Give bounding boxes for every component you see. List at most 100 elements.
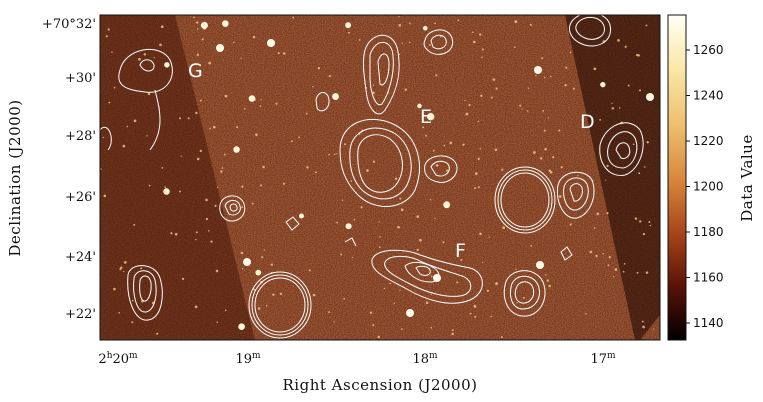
star <box>199 149 202 153</box>
star <box>539 157 543 160</box>
star <box>241 185 244 188</box>
star <box>308 269 311 272</box>
star <box>432 149 435 152</box>
star <box>624 45 627 48</box>
star <box>216 186 219 188</box>
star <box>548 284 551 288</box>
star <box>595 254 598 258</box>
source-label-d: D <box>580 111 595 133</box>
star <box>343 143 346 146</box>
star <box>642 233 646 236</box>
star <box>502 226 506 230</box>
star <box>298 213 304 219</box>
star <box>394 177 398 180</box>
star <box>622 270 625 273</box>
star <box>255 269 262 276</box>
bright-star <box>433 274 441 282</box>
star <box>260 99 262 101</box>
left-dark-region <box>100 15 255 340</box>
star <box>430 293 432 296</box>
star <box>314 171 317 174</box>
bright-star <box>406 309 414 317</box>
star <box>644 166 646 168</box>
star <box>638 89 642 92</box>
star <box>334 153 336 156</box>
star <box>530 244 533 247</box>
star <box>471 31 474 34</box>
star <box>398 23 402 27</box>
star <box>118 311 120 314</box>
star <box>100 168 102 170</box>
bright-star <box>536 261 544 269</box>
star <box>103 194 107 198</box>
star <box>585 313 587 315</box>
radio-contours <box>100 15 644 339</box>
star <box>209 127 211 130</box>
star <box>593 227 596 229</box>
star <box>240 57 242 59</box>
y-axis: +70°32' +30' +28' +26' +24' +22' Declina… <box>6 17 96 322</box>
star <box>558 195 562 198</box>
star <box>366 169 369 172</box>
star <box>614 268 618 271</box>
star <box>611 102 613 104</box>
star <box>572 87 575 90</box>
star <box>443 144 446 147</box>
star <box>549 75 552 78</box>
star <box>648 220 651 223</box>
star <box>486 289 490 292</box>
star <box>501 168 504 171</box>
star <box>164 62 170 68</box>
star <box>361 129 363 131</box>
star <box>430 326 433 329</box>
x-tick-label: 17m <box>590 351 616 367</box>
star <box>430 199 432 201</box>
star <box>187 117 190 120</box>
star <box>440 35 442 38</box>
star <box>435 74 438 77</box>
star <box>560 166 563 169</box>
star <box>519 104 522 107</box>
star <box>617 39 620 42</box>
star <box>195 111 198 115</box>
star <box>240 251 244 255</box>
star <box>111 51 113 53</box>
star <box>543 129 546 132</box>
star <box>606 164 609 168</box>
star <box>205 217 209 221</box>
star <box>627 84 630 87</box>
colorbar-ticks: 1260 1240 1220 1200 1180 1160 1140 <box>686 43 724 330</box>
star <box>602 253 604 255</box>
x-tick-label: 2h20m <box>98 351 138 367</box>
star <box>270 263 274 266</box>
star <box>442 241 445 244</box>
star <box>473 40 476 44</box>
star <box>383 287 386 290</box>
star <box>641 320 644 323</box>
star <box>345 22 352 29</box>
y-tick-label: +28' <box>65 129 96 144</box>
colorbar-tick-label: 1140 <box>693 316 724 330</box>
star <box>259 184 262 187</box>
star <box>419 238 422 242</box>
star <box>569 223 572 226</box>
star <box>180 155 182 157</box>
star <box>577 175 579 177</box>
star <box>223 153 226 156</box>
star <box>122 144 126 148</box>
star <box>212 125 216 129</box>
star <box>642 325 645 329</box>
source-label-f: F <box>455 240 466 262</box>
star <box>292 16 295 19</box>
star <box>131 321 134 324</box>
star <box>113 86 116 89</box>
star <box>210 240 213 243</box>
star <box>263 249 266 251</box>
star <box>351 256 353 259</box>
star <box>646 141 649 144</box>
star <box>618 107 621 109</box>
star <box>653 328 655 330</box>
bright-star <box>216 44 224 52</box>
star <box>133 119 137 123</box>
